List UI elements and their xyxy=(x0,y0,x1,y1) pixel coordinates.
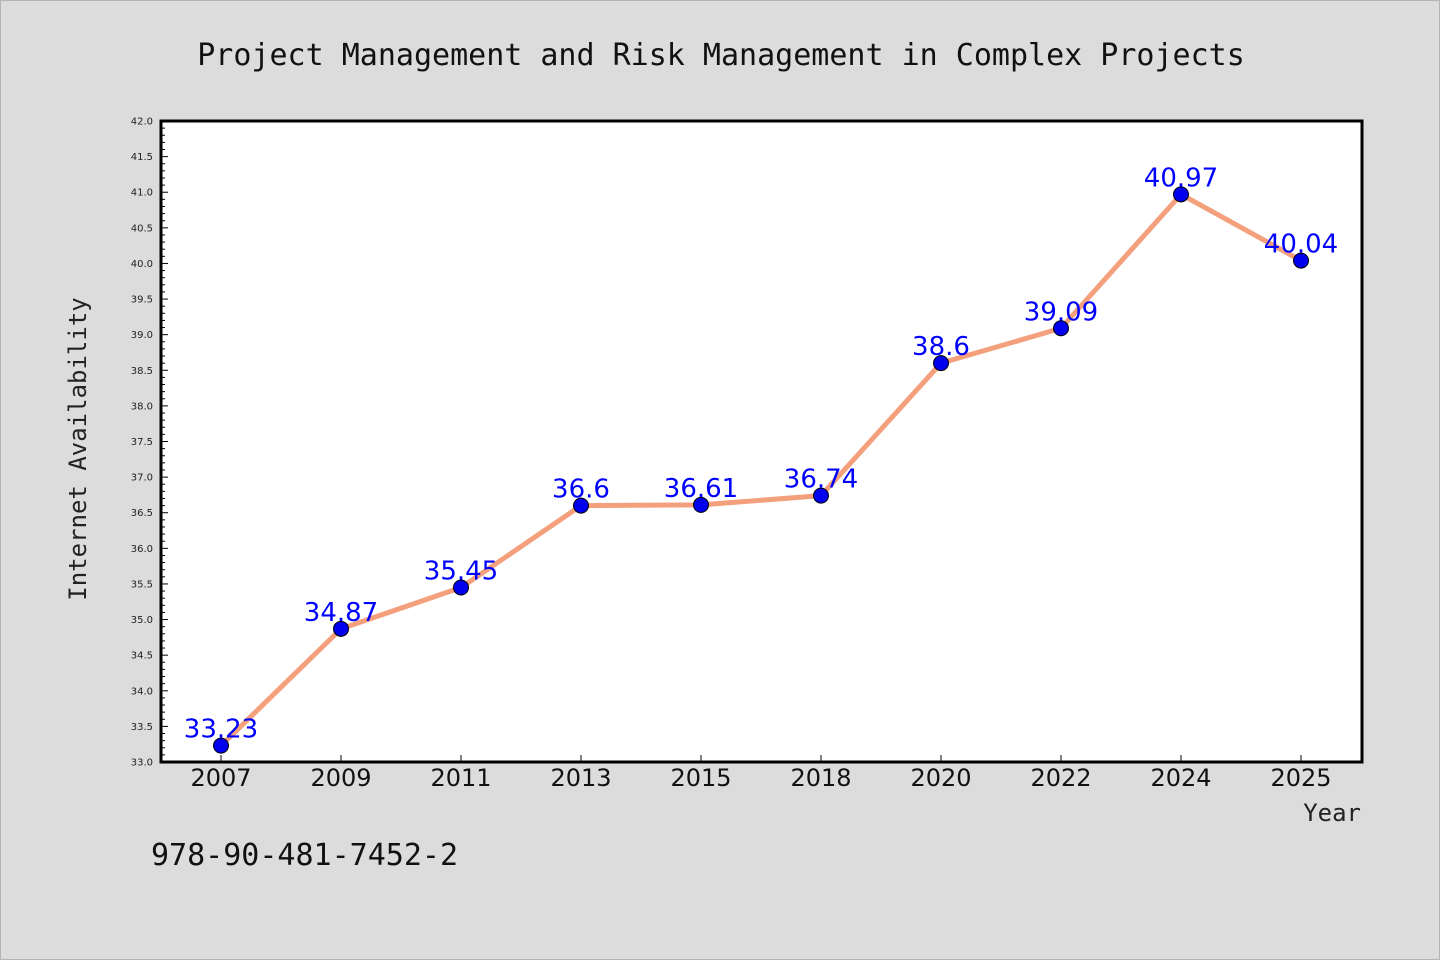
x-tick-label: 2025 xyxy=(1270,764,1331,792)
y-tick-label: 36.5 xyxy=(131,508,153,519)
y-tick-label: 33.0 xyxy=(131,758,153,769)
y-tick-label: 40.0 xyxy=(131,259,153,270)
plot-area xyxy=(159,119,1364,764)
y-tick-label: 38.0 xyxy=(131,401,153,412)
data-label: 36.6 xyxy=(552,475,610,505)
x-tick-label: 2022 xyxy=(1030,764,1091,792)
data-point-marker xyxy=(213,737,229,754)
y-axis-title: Internet Availability xyxy=(64,297,92,600)
x-tick-label: 2009 xyxy=(310,764,371,792)
data-label: 36.61 xyxy=(664,474,738,504)
data-point-marker xyxy=(573,497,589,514)
y-tick-label: 42.0 xyxy=(131,117,153,128)
y-tick-label: 36.0 xyxy=(131,544,153,555)
y-tick-label: 35.5 xyxy=(131,579,153,590)
data-point-marker xyxy=(933,355,949,372)
x-tick-label: 2007 xyxy=(190,764,251,792)
data-point-marker xyxy=(1173,186,1189,203)
data-label: 34.87 xyxy=(304,598,378,628)
y-tick-label: 39.0 xyxy=(131,330,153,341)
series-layer xyxy=(213,186,1309,754)
y-tick-label: 37.5 xyxy=(131,437,153,448)
series-line xyxy=(218,191,1304,749)
x-axis: 2007 2009 2011 2013 2015 2018 2020 2022 2024 2025 xyxy=(190,755,1332,792)
data-label: 39.09 xyxy=(1024,297,1098,327)
data-label-layer: 33.23 34.87 35.45 36.6 36.61 36.74 38.6 39.09 40… xyxy=(184,163,1338,744)
x-tick-label: 2020 xyxy=(910,764,971,792)
y-tick-label: 41.5 xyxy=(131,152,153,163)
data-point-marker xyxy=(453,579,469,596)
footnote-isbn: 978-90-481-7452-2 xyxy=(151,838,458,873)
y-tick-label: 40.5 xyxy=(131,223,153,234)
y-tick-label: 39.5 xyxy=(131,295,153,306)
x-axis-title: Year xyxy=(1303,799,1361,827)
x-tick-label: 2013 xyxy=(550,764,611,792)
x-tick-label: 2024 xyxy=(1150,764,1211,792)
data-point-marker xyxy=(333,620,349,637)
y-axis: 33.0 33.5 34.0 34.5 35.0 35.5 36.0 36.5 37.0 37.5… xyxy=(131,117,168,769)
y-tick-label: 35.0 xyxy=(131,615,153,626)
y-tick-label: 34.0 xyxy=(131,686,153,697)
data-label: 36.74 xyxy=(784,465,858,495)
chart-title: Project Management and Risk Management i… xyxy=(197,38,1245,73)
data-point-marker xyxy=(1053,320,1069,337)
x-tick-label: 2015 xyxy=(670,764,731,792)
data-point-marker xyxy=(693,496,709,513)
data-label: 40.97 xyxy=(1144,163,1218,193)
x-tick-label: 2018 xyxy=(790,764,851,792)
data-label: 38.6 xyxy=(912,332,970,362)
y-tick-label: 38.5 xyxy=(131,366,153,377)
y-tick-label: 37.0 xyxy=(131,473,153,484)
data-label: 33.23 xyxy=(184,715,258,745)
data-point-marker xyxy=(813,487,829,504)
y-tick-label: 34.5 xyxy=(131,651,153,662)
data-label: 35.45 xyxy=(424,557,498,587)
y-tick-label: 33.5 xyxy=(131,722,153,733)
x-tick-label: 2011 xyxy=(430,764,491,792)
data-point-marker xyxy=(1293,252,1309,269)
y-tick-label: 41.0 xyxy=(131,188,153,199)
data-label: 40.04 xyxy=(1264,230,1338,260)
